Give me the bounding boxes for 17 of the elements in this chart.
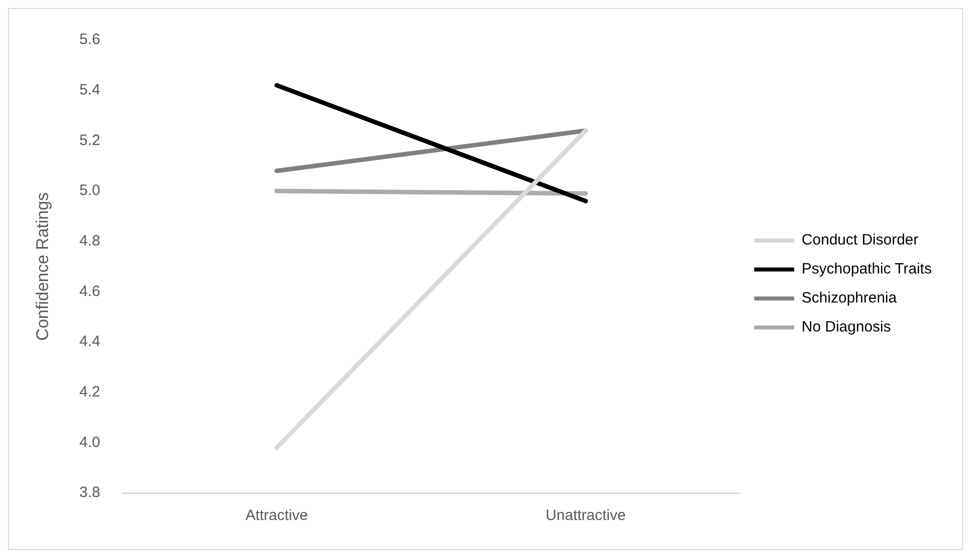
y-tick-label: 4.0 [79,434,100,451]
legend-label: Schizophrenia [802,290,898,307]
y-axis-title: Confidence Ratings [32,192,52,341]
y-tick-label: 3.8 [79,484,100,502]
y-tick-label: 5.2 [79,132,100,149]
legend-label: Psychopathic Traits [802,260,932,278]
y-tick-label: 5.0 [79,182,100,200]
y-tick-label: 4.6 [79,282,100,300]
y-tick-label: 4.8 [79,232,100,250]
x-tick-label: Attractive [245,507,308,524]
legend-label: Conduct Disorder [802,232,918,249]
y-tick-label: 5.4 [79,81,100,98]
y-tick-label: 4.2 [79,383,100,400]
y-tick-label: 4.4 [79,333,100,350]
x-tick-label: Unattractive [546,507,626,524]
y-tick-label: 5.6 [79,31,100,48]
legend-label: No Diagnosis [802,318,891,336]
